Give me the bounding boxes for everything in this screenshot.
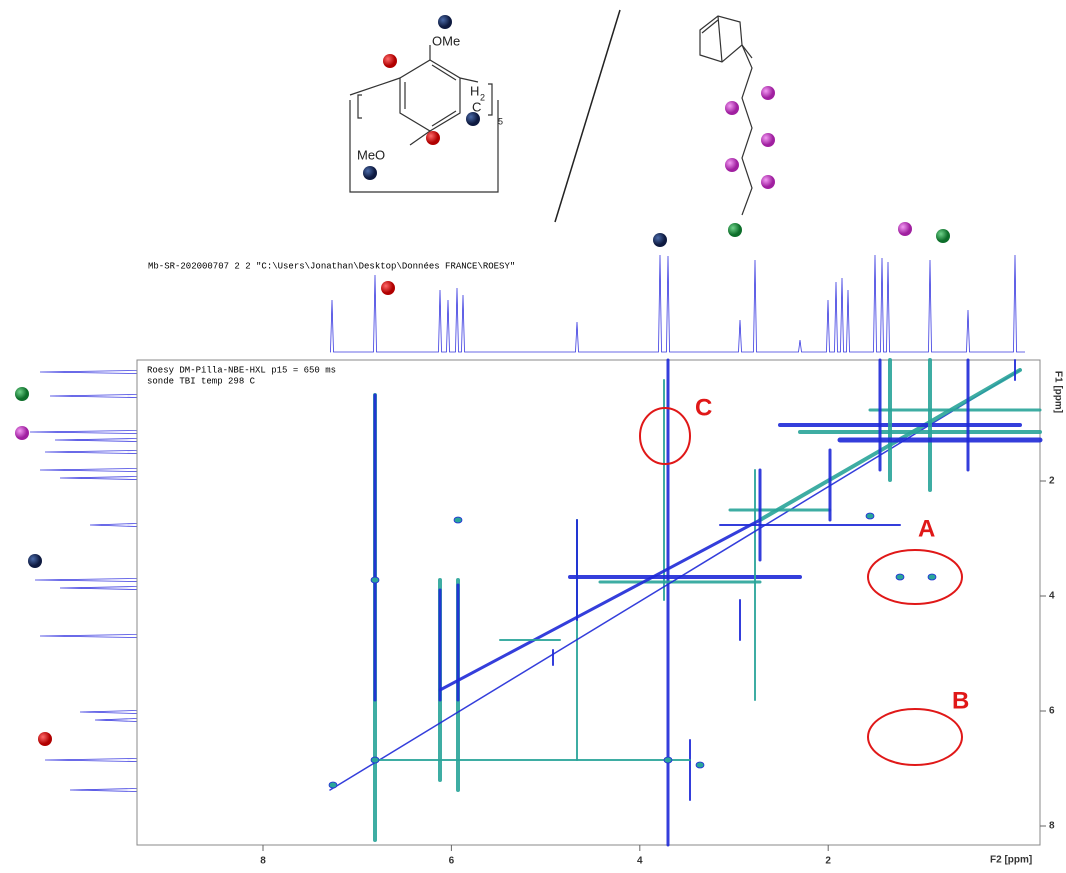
atom-markers xyxy=(15,15,950,746)
spectrum-1d-left xyxy=(29,360,138,845)
plot-frame xyxy=(136,359,1041,846)
cross-peak xyxy=(328,781,338,789)
spectrum-2d xyxy=(328,358,1043,847)
cross-peak xyxy=(695,761,705,769)
annotation: C xyxy=(695,394,712,421)
probe-label: sonde TBI temp 298 C xyxy=(147,376,256,386)
spectrum-1d-top xyxy=(330,254,1025,353)
y-tick-label: 2 xyxy=(1049,476,1055,487)
cross-peak xyxy=(895,573,905,581)
y-axis-label: F1 [ppm] xyxy=(1052,371,1063,413)
mol-label: 5 xyxy=(498,116,503,126)
highlight xyxy=(867,549,963,605)
separator xyxy=(554,9,621,223)
contour xyxy=(438,518,762,692)
y-tick-label: 6 xyxy=(1049,706,1055,717)
x-tick-label: 6 xyxy=(449,856,455,867)
file-line: Mb-SR-202000707 2 2 "C:\Users\Jonathan\D… xyxy=(148,261,515,271)
molecule-pillararene xyxy=(349,45,499,193)
cross-peak xyxy=(663,756,673,764)
mol-label: H xyxy=(470,83,479,98)
molecule-norbornene xyxy=(699,15,753,216)
y-tick-label: 4 xyxy=(1049,591,1055,602)
cross-peak xyxy=(370,576,380,584)
x-axis-label: F2 [ppm] xyxy=(990,855,1032,866)
highlight xyxy=(639,407,691,465)
mol-label: OMe xyxy=(432,33,460,48)
highlight xyxy=(867,708,963,766)
annotation: A xyxy=(918,515,935,542)
mol-label: C xyxy=(472,99,481,114)
x-tick-label: 8 xyxy=(260,856,266,867)
mol-label: MeO xyxy=(357,147,385,162)
y-tick-label: 8 xyxy=(1049,821,1055,832)
cross-peak xyxy=(927,573,937,581)
x-tick-label: 2 xyxy=(825,856,831,867)
x-tick-label: 4 xyxy=(637,856,643,867)
cross-peak xyxy=(453,516,463,524)
mol-label: 2 xyxy=(480,92,485,102)
experiment-label: Roesy DM-Pilla-NBE-HXL p15 = 650 ms xyxy=(147,365,336,375)
cross-peak xyxy=(370,756,380,764)
cross-peak xyxy=(865,512,875,520)
annotation: B xyxy=(952,687,969,714)
